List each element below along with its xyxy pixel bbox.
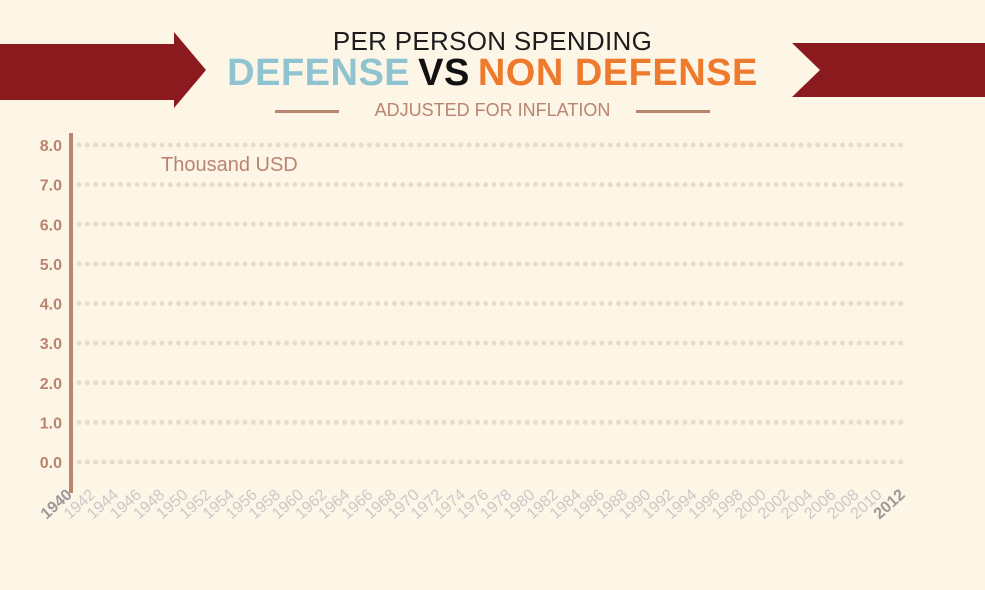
- y-tick-label: 0.0: [40, 455, 62, 472]
- y-tick-label: 1.0: [40, 415, 62, 432]
- y-tick-label: 7.0: [40, 178, 62, 195]
- banner-arrow-left: [0, 32, 206, 108]
- x-tick-layer: 1940194219441946194819501952195419561958…: [38, 486, 909, 523]
- y-tick-label: 3.0: [40, 336, 62, 353]
- chart-subtitle: ADJUSTED FOR INFLATION: [374, 100, 611, 120]
- chart-title-line2: DEFENSE VS NON DEFENSE: [0, 52, 985, 95]
- subtitle-rule-right: [636, 110, 710, 113]
- banner-ribbon-right: [792, 43, 985, 97]
- title-defense: DEFENSE: [227, 52, 411, 94]
- y-tick-label: 4.0: [40, 297, 62, 314]
- y-tick-label: 2.0: [40, 376, 62, 393]
- chart-title-line1: PER PERSON SPENDING: [332, 26, 653, 56]
- subtitle-rule-left: [275, 110, 339, 113]
- y-tick-layer: 8.0 7.0 6.0 5.0 4.0 3.0 2.0 1.0 0.0: [40, 138, 62, 472]
- title-vs: VS: [418, 52, 470, 94]
- y-tick-label: 5.0: [40, 257, 62, 274]
- y-tick-label: 6.0: [40, 217, 62, 234]
- y-axis-line: [69, 133, 73, 493]
- title-non-defense: NON DEFENSE: [477, 52, 758, 94]
- y-tick-label: 8.0: [40, 138, 62, 155]
- grid-layer: [76, 142, 909, 465]
- y-unit-label: Thousand USD: [161, 154, 298, 176]
